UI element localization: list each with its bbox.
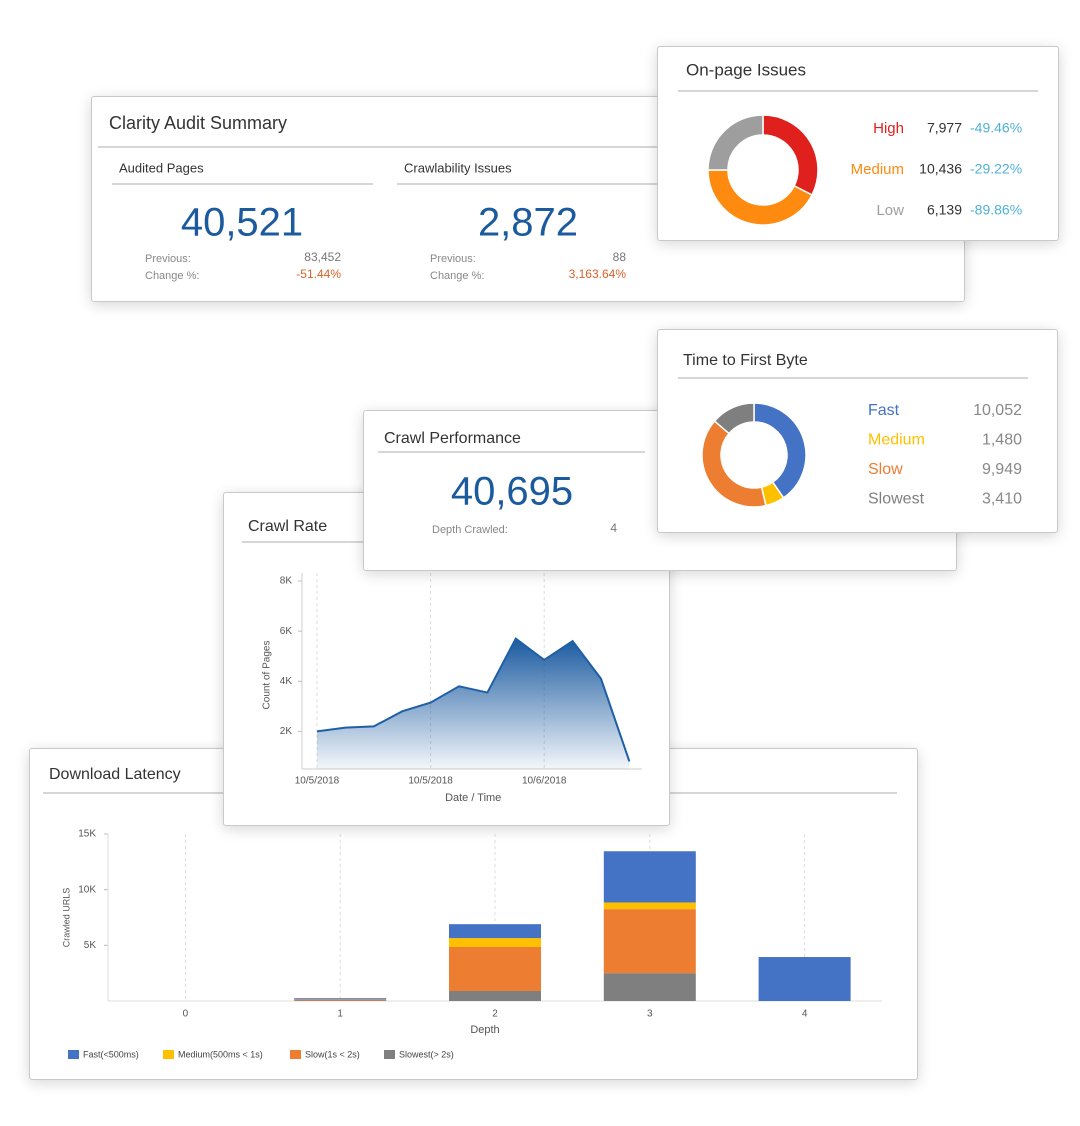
- card-title: Time to First Byte: [683, 352, 808, 369]
- card-title: On-page Issues: [686, 60, 806, 79]
- x-tick-label: 10/6/2018: [522, 776, 567, 787]
- crawl-performance: Crawl Performance 40,695 Depth Crawled: …: [378, 430, 645, 536]
- legend-label: Fast(<500ms): [83, 1049, 139, 1059]
- previous-label: Previous:: [430, 253, 476, 265]
- value-label: 7,977: [927, 120, 962, 136]
- legend-swatch: [290, 1050, 301, 1059]
- x-tick-label: 0: [183, 1009, 189, 1020]
- x-tick-label: 1: [337, 1009, 343, 1020]
- legend-label: Medium: [868, 432, 925, 449]
- legend-label: Low: [876, 202, 904, 219]
- donut-slice: [753, 402, 807, 499]
- legend-label: Fast: [868, 402, 900, 419]
- ttfb-card: Time to First Byte Fast 10,052 Medium 1,480…: [657, 329, 1058, 533]
- legend-label: Medium: [851, 161, 904, 178]
- change-value: -51.44%: [296, 267, 341, 281]
- legend-label: Slow(1s < 2s): [305, 1049, 360, 1059]
- metric-value: 2,872: [478, 201, 578, 245]
- x-axis-title: Depth: [470, 1024, 499, 1036]
- change-label: -89.86%: [970, 202, 1022, 218]
- x-axis-title: Date / Time: [445, 792, 501, 804]
- legend-label: Slowest(> 2s): [399, 1049, 454, 1059]
- metric-value: 40,521: [181, 201, 303, 245]
- value-label: 10,052: [973, 402, 1022, 419]
- line: [316, 637, 631, 762]
- donut-slice: [713, 402, 755, 435]
- legend-label: Slow: [868, 461, 903, 478]
- y-tick-label: 5K: [84, 940, 97, 951]
- legend-label: Slowest: [868, 491, 925, 508]
- bar-segment: [449, 990, 541, 1001]
- audit-summary: Clarity Audit Summary Audited Pages 40,5…: [98, 113, 960, 282]
- bar-segment: [603, 909, 696, 974]
- bar-segment: [294, 999, 387, 1001]
- change-label: Change %:: [145, 270, 199, 282]
- card-title: Clarity Audit Summary: [109, 113, 287, 133]
- x-tick-label: 10/5/2018: [295, 776, 340, 787]
- depth-value: 4: [610, 521, 617, 535]
- y-tick-label: 6K: [280, 626, 293, 637]
- metric-value: 40,695: [451, 470, 573, 514]
- x-tick-label: 2: [492, 1009, 498, 1020]
- bar-segment: [294, 1000, 387, 1001]
- previous-value: 83,452: [304, 250, 341, 264]
- value-label: 10,436: [919, 161, 962, 177]
- x-tick-label: 4: [802, 1009, 808, 1020]
- y-tick-label: 4K: [280, 676, 293, 687]
- donut-slice: [701, 420, 767, 508]
- metric-label: Audited Pages: [119, 160, 204, 175]
- y-tick-label: 8K: [280, 576, 293, 587]
- bar-segment: [449, 938, 541, 948]
- change-label: -29.22%: [970, 161, 1022, 177]
- donut-slice: [707, 114, 764, 171]
- donut-slice: [707, 169, 814, 226]
- bar-segment: [603, 902, 696, 910]
- y-tick-label: 10K: [78, 884, 96, 895]
- ttfb-chart: Time to First Byte Fast 10,052 Medium 1,480…: [678, 352, 1028, 508]
- legend-label: Medium(500ms < 1s): [178, 1049, 263, 1059]
- legend-label: High: [873, 120, 904, 137]
- onpage-issues-chart: On-page Issues High 7,977 -49.46% Medium 10,…: [678, 60, 1038, 226]
- bar-segment: [294, 998, 387, 1000]
- card-title: Crawl Performance: [384, 430, 521, 447]
- change-value: 3,163.64%: [569, 267, 627, 281]
- legend-swatch: [68, 1050, 79, 1059]
- previous-label: Previous:: [145, 253, 191, 265]
- value-label: 1,480: [982, 432, 1022, 449]
- onpage-issues-card: On-page Issues High 7,977 -49.46% Medium 10,…: [657, 46, 1059, 241]
- bar-segment: [449, 947, 541, 991]
- bar-segment: [603, 851, 696, 903]
- value-label: 9,949: [982, 461, 1022, 478]
- x-tick-label: 3: [647, 1009, 653, 1020]
- metric-label: Crawlability Issues: [404, 160, 512, 175]
- y-tick-label: 2K: [280, 726, 293, 737]
- card-title: Download Latency: [49, 766, 181, 783]
- value-label: 6,139: [927, 202, 962, 218]
- change-label: -49.46%: [970, 120, 1022, 136]
- area-fill: [317, 638, 630, 769]
- change-label: Change %:: [430, 270, 484, 282]
- value-label: 3,410: [982, 491, 1022, 508]
- legend-swatch: [163, 1050, 174, 1059]
- x-tick-label: 10/5/2018: [408, 776, 453, 787]
- bar-segment: [603, 973, 696, 1001]
- donut-slice: [762, 114, 819, 196]
- bar-segment: [758, 957, 851, 1001]
- bar-segment: [449, 924, 541, 939]
- y-axis-title: Crawled URLS: [61, 888, 71, 948]
- previous-value: 88: [613, 250, 627, 264]
- y-axis-title: Count of Pages: [262, 641, 273, 710]
- legend-swatch: [384, 1050, 395, 1059]
- crawl-rate-chart: Crawl Rate 10/5/2018 10/5/2018 10/6/2018 2K…: [242, 518, 654, 804]
- card-title: Crawl Rate: [248, 518, 327, 535]
- depth-label: Depth Crawled:: [432, 524, 508, 536]
- y-tick-label: 15K: [78, 829, 96, 840]
